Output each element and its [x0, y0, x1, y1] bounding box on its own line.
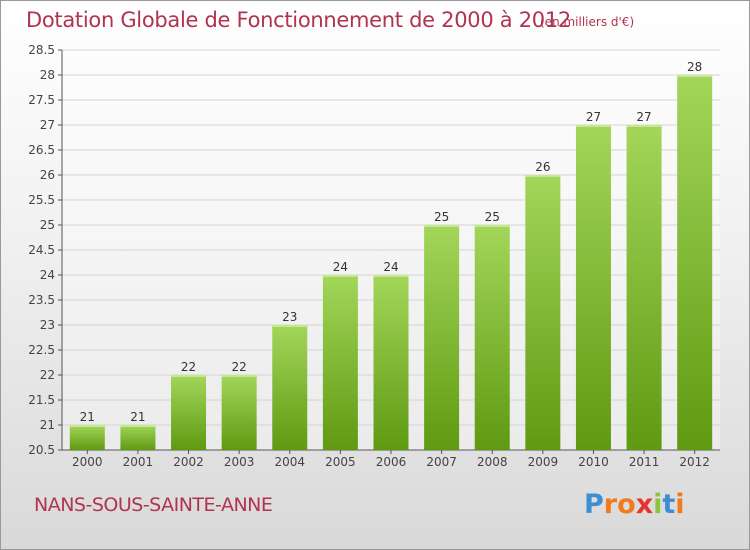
bar-highlight: [272, 325, 308, 327]
y-tick-label: 21.5: [28, 393, 55, 407]
value-label: 23: [282, 310, 297, 324]
y-tick-label: 28: [40, 68, 55, 82]
proxiti-logo[interactable]: Proxiti: [584, 489, 685, 520]
y-tick-label: 27.5: [28, 93, 55, 107]
bar-highlight: [677, 75, 713, 77]
bar-2007: [424, 225, 460, 450]
bar-2004: [272, 325, 308, 450]
x-tick-label: 2003: [224, 455, 255, 469]
y-tick-label: 23: [40, 318, 55, 332]
commune-name: NANS-SOUS-SAINTE-ANNE: [34, 494, 273, 516]
value-label: 22: [181, 360, 196, 374]
x-tick-label: 2010: [578, 455, 609, 469]
value-label: 26: [535, 160, 550, 174]
logo-letter: x: [635, 489, 654, 520]
x-tick-label: 2001: [123, 455, 154, 469]
value-label: 25: [485, 210, 500, 224]
x-tick-label: 2008: [477, 455, 508, 469]
bars: [69, 75, 713, 450]
x-tick-label: 2011: [629, 455, 660, 469]
chart-subtitle: (en milliers d'€): [540, 15, 635, 29]
value-label: 22: [232, 360, 247, 374]
y-tick-label: 26: [40, 168, 55, 182]
bar-highlight: [575, 125, 611, 127]
value-label: 21: [130, 410, 145, 424]
bar-highlight: [373, 275, 409, 277]
bar-highlight: [474, 225, 510, 227]
x-tick-label: 2005: [325, 455, 356, 469]
bar-2010: [575, 125, 611, 450]
y-tick-label: 25.5: [28, 193, 55, 207]
bar-highlight: [171, 375, 207, 377]
bar-highlight: [322, 275, 358, 277]
y-tick-label: 24: [40, 268, 55, 282]
value-label: 27: [636, 110, 651, 124]
bar-highlight: [120, 425, 156, 427]
y-tick-label: 24.5: [28, 243, 55, 257]
value-label: 21: [80, 410, 95, 424]
bar-2002: [171, 375, 207, 450]
bar-highlight: [424, 225, 460, 227]
x-tick-label: 2012: [679, 455, 710, 469]
bar-2005: [322, 275, 358, 450]
bar-2012: [677, 75, 713, 450]
labels: 21 21 22 22 23 24 24 25 25 26 27 27 28: [80, 60, 703, 424]
value-label: 28: [687, 60, 702, 74]
y-tick-label: 20.5: [28, 443, 55, 457]
y-tick-label: 28.5: [28, 43, 55, 57]
bar-2001: [120, 425, 156, 450]
value-label: 27: [586, 110, 601, 124]
bar-2008: [474, 225, 510, 450]
logo-letter: o: [617, 489, 636, 520]
x-tick-label: 2007: [426, 455, 457, 469]
bar-highlight: [626, 125, 662, 127]
x-tick-label: 2006: [376, 455, 407, 469]
bar-2011: [626, 125, 662, 450]
bar-2003: [221, 375, 257, 450]
value-label: 25: [434, 210, 449, 224]
y-tick-label: 22.5: [28, 343, 55, 357]
bar-2006: [373, 275, 409, 450]
y-tick-label: 26.5: [28, 143, 55, 157]
chart-title: Dotation Globale de Fonctionnement de 20…: [26, 8, 571, 32]
logo-letter: i: [653, 489, 663, 520]
x-tick-label: 2002: [173, 455, 204, 469]
logo-letter: r: [603, 489, 618, 520]
x-tick-label: 2009: [528, 455, 559, 469]
y-tick-label: 21: [40, 418, 55, 432]
y-tick-label: 25: [40, 218, 55, 232]
x-tick-label: 2004: [274, 455, 305, 469]
bar-2000: [69, 425, 105, 450]
logo-letter: P: [584, 489, 604, 520]
y-tick-label: 23.5: [28, 293, 55, 307]
logo-letter: i: [675, 489, 685, 520]
bar-2009: [525, 175, 561, 450]
logo-letter: t: [662, 489, 676, 520]
y-tick-label: 22: [40, 368, 55, 382]
bar-highlight: [525, 175, 561, 177]
value-label: 24: [333, 260, 348, 274]
y-tick-label: 27: [40, 118, 55, 132]
bar-highlight: [69, 425, 105, 427]
bar-highlight: [221, 375, 257, 377]
value-label: 24: [383, 260, 398, 274]
axes: 20.5 21 21.5 22 22.5 23 23.5 24 24.5 25 25.5 26 26.5…: [28, 43, 720, 469]
x-tick-label: 2000: [72, 455, 103, 469]
